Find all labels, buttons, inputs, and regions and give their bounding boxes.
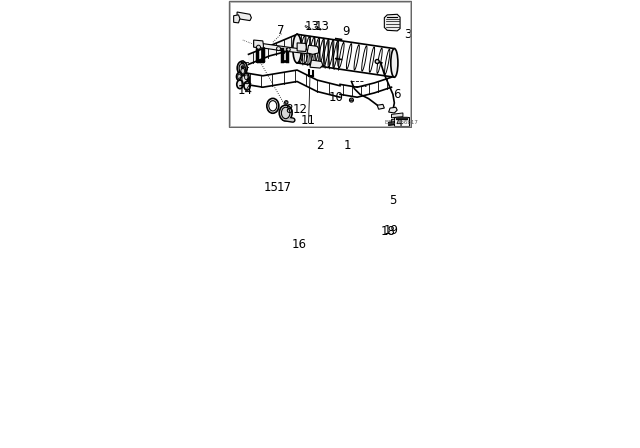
Text: 4: 4 — [395, 116, 403, 129]
Ellipse shape — [239, 67, 246, 75]
Text: 14: 14 — [237, 84, 253, 97]
Circle shape — [287, 48, 291, 51]
Text: 13: 13 — [315, 20, 330, 33]
Ellipse shape — [244, 82, 250, 90]
Polygon shape — [396, 117, 407, 119]
Text: 1: 1 — [344, 139, 351, 152]
Text: 15: 15 — [264, 181, 278, 194]
Text: 16: 16 — [292, 238, 307, 251]
Circle shape — [276, 47, 280, 51]
Text: ETK 9b6b17: ETK 9b6b17 — [385, 120, 418, 125]
Circle shape — [375, 60, 379, 64]
Circle shape — [285, 102, 287, 103]
Ellipse shape — [391, 49, 398, 77]
Ellipse shape — [239, 76, 248, 86]
Text: 2: 2 — [316, 139, 324, 152]
Ellipse shape — [237, 80, 243, 89]
Polygon shape — [392, 113, 403, 118]
Polygon shape — [253, 42, 309, 53]
Ellipse shape — [237, 61, 247, 75]
Text: 12: 12 — [292, 103, 307, 116]
Text: 11: 11 — [301, 114, 316, 127]
Polygon shape — [388, 121, 403, 125]
Polygon shape — [388, 107, 397, 113]
Ellipse shape — [293, 34, 301, 63]
Ellipse shape — [243, 73, 249, 81]
Polygon shape — [307, 45, 319, 54]
Text: 18: 18 — [381, 225, 396, 238]
Polygon shape — [310, 60, 323, 68]
Polygon shape — [297, 43, 307, 52]
Text: 19: 19 — [384, 224, 399, 237]
Polygon shape — [377, 104, 385, 109]
Circle shape — [285, 101, 288, 104]
Ellipse shape — [269, 101, 277, 111]
Ellipse shape — [241, 69, 244, 73]
Ellipse shape — [239, 64, 245, 73]
Polygon shape — [385, 14, 400, 31]
Text: 7: 7 — [277, 24, 285, 37]
Text: 8: 8 — [285, 103, 293, 116]
Text: 14: 14 — [237, 76, 253, 89]
Polygon shape — [392, 118, 403, 123]
Text: 3: 3 — [404, 28, 412, 41]
Circle shape — [241, 61, 244, 64]
Text: 13: 13 — [305, 20, 320, 33]
Ellipse shape — [282, 107, 290, 119]
Text: 6: 6 — [394, 88, 401, 101]
Ellipse shape — [237, 73, 242, 81]
Circle shape — [241, 66, 244, 69]
Circle shape — [257, 45, 260, 49]
Ellipse shape — [237, 74, 241, 79]
Circle shape — [351, 99, 352, 101]
Polygon shape — [253, 40, 264, 48]
Text: 10: 10 — [328, 91, 343, 104]
Text: 5: 5 — [389, 194, 397, 207]
Ellipse shape — [267, 99, 279, 113]
Text: 9: 9 — [342, 25, 349, 38]
Ellipse shape — [279, 105, 292, 121]
Bar — [394, 116, 409, 126]
Polygon shape — [234, 15, 240, 23]
Text: 17: 17 — [276, 181, 292, 194]
Polygon shape — [237, 12, 252, 21]
Circle shape — [349, 98, 353, 102]
Ellipse shape — [244, 75, 248, 80]
